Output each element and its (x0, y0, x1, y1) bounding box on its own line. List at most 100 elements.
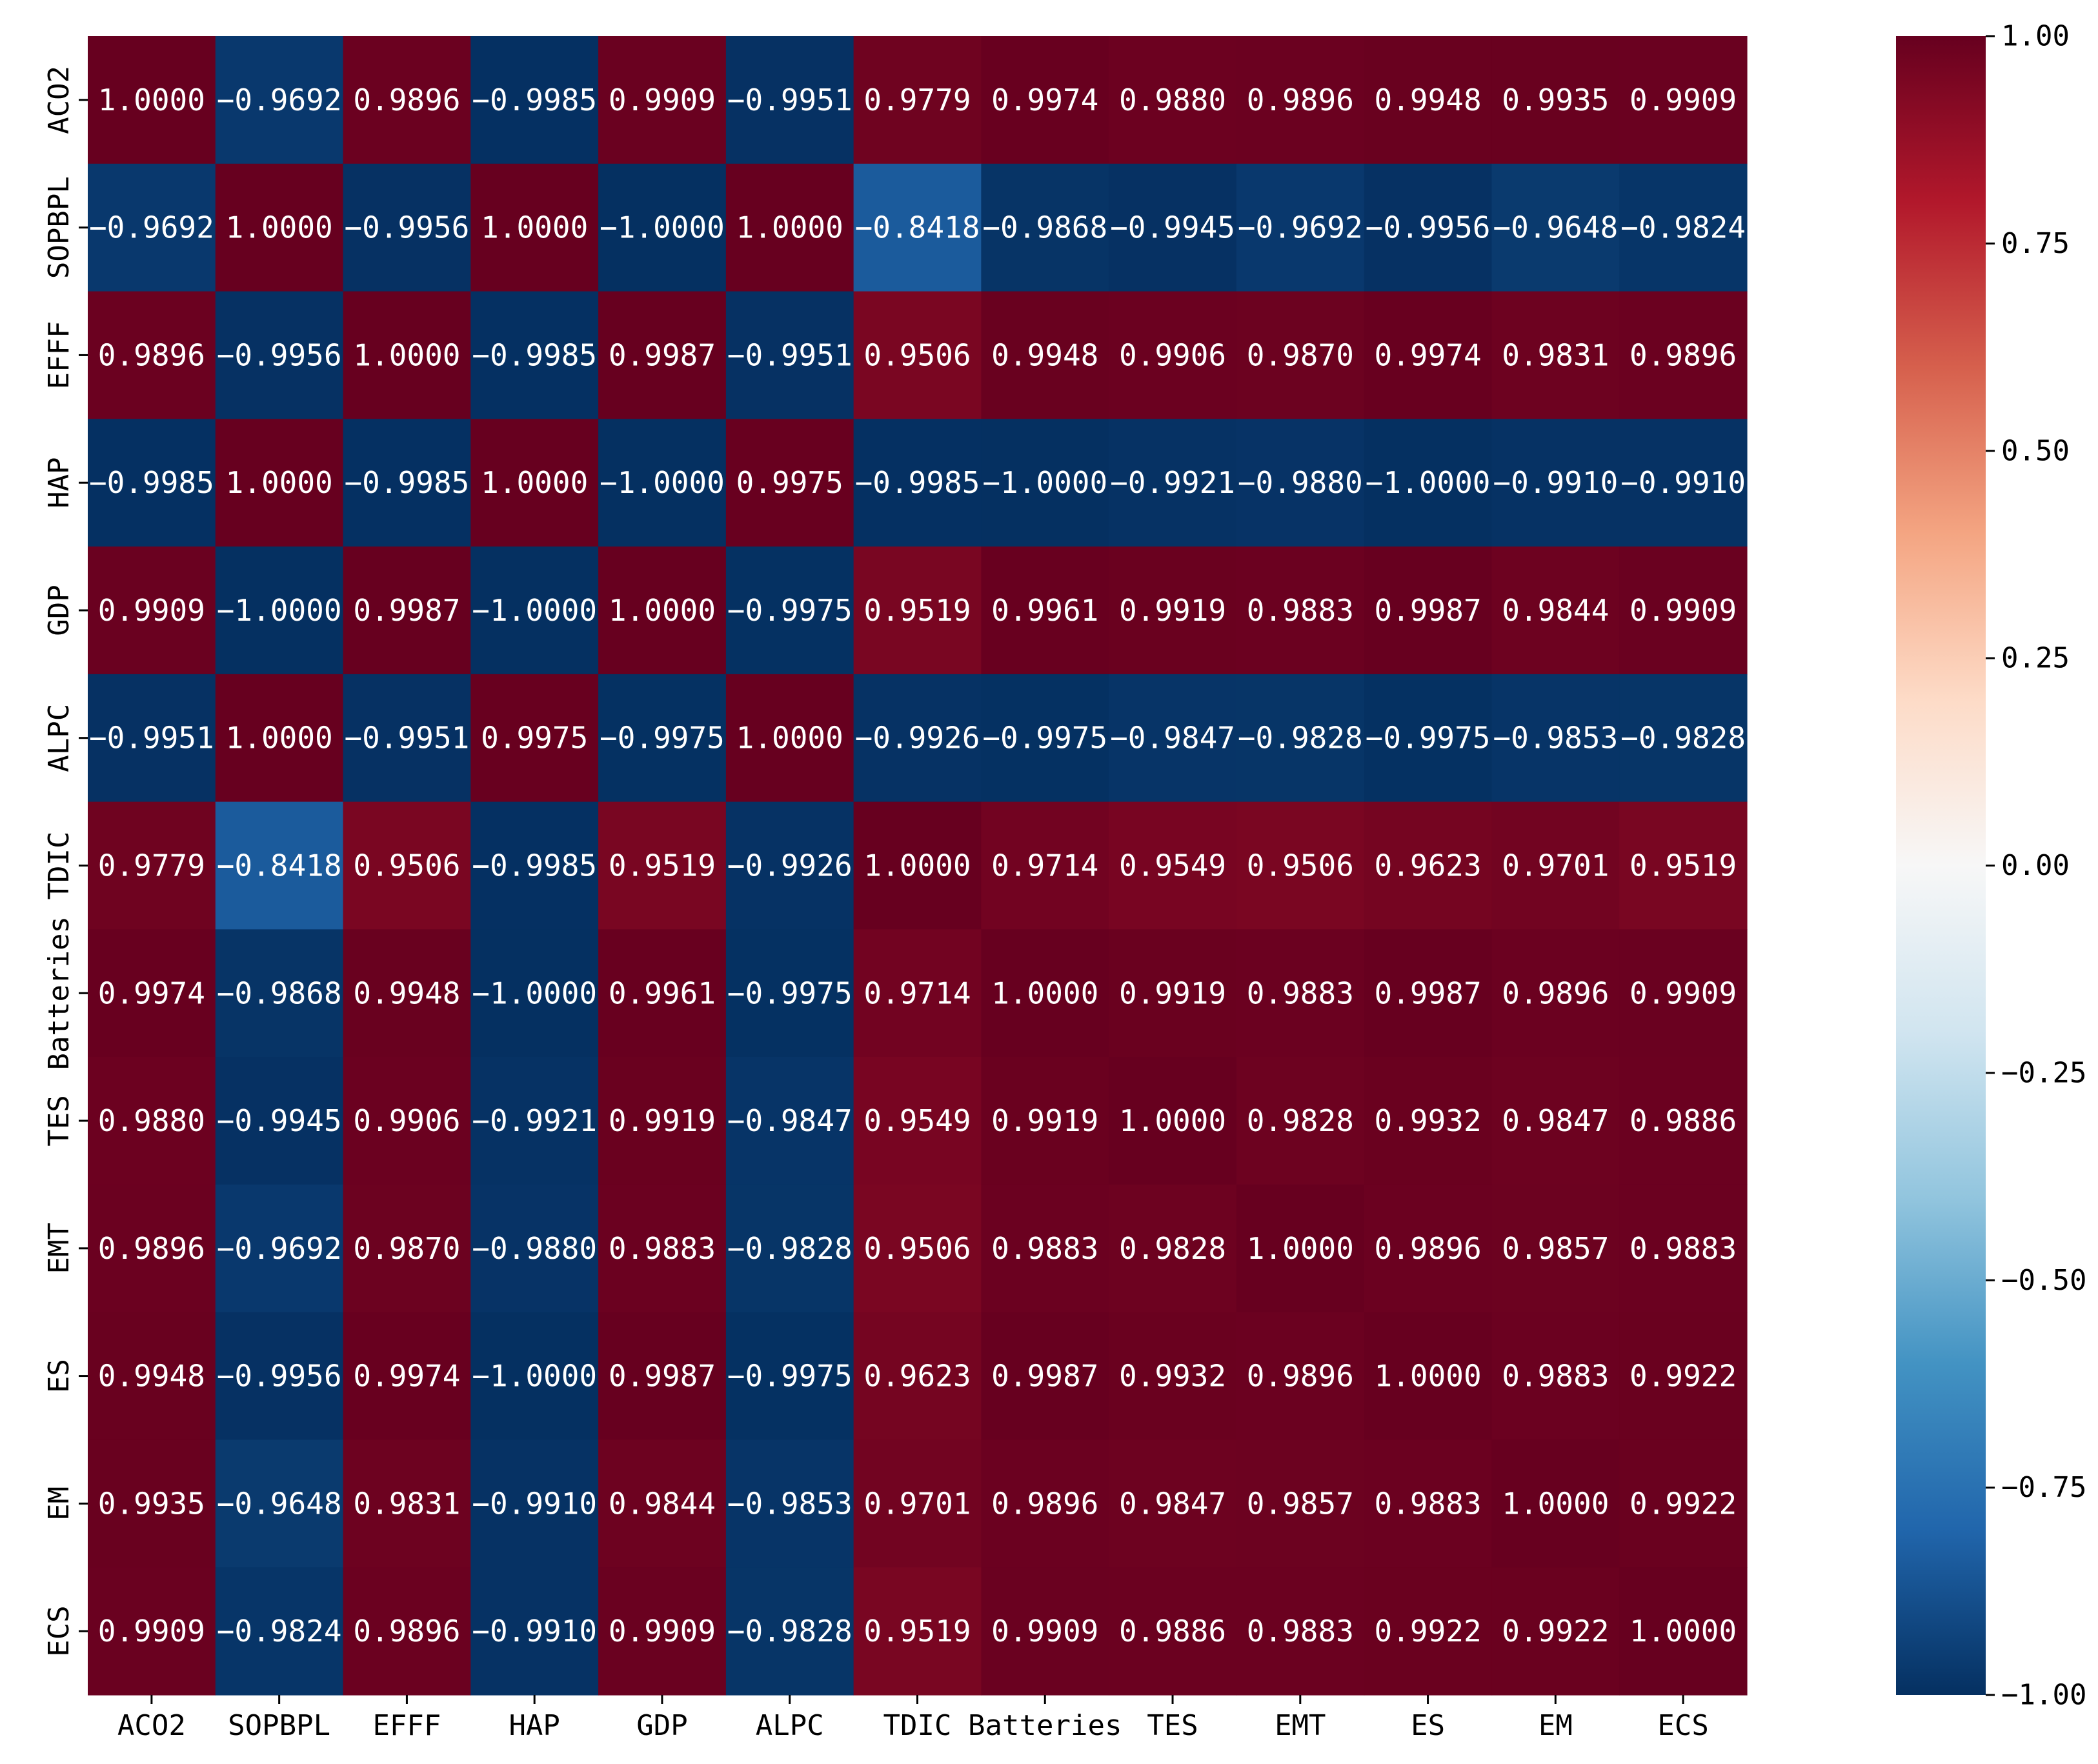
cell-value-label: 1.0000 (1629, 1614, 1737, 1649)
cell-value-label: 0.9948 (353, 976, 460, 1010)
heatmap-cell (1364, 1439, 1493, 1568)
heatmap-cell (215, 419, 344, 547)
cell-value-label: 0.9870 (353, 1231, 460, 1266)
heatmap-cell (470, 546, 599, 675)
x-tick-label: EM (1538, 1709, 1573, 1742)
cell-value-label: −0.9828 (727, 1614, 852, 1649)
cell-value-label: 0.9987 (609, 337, 716, 372)
cell-value-label: −0.9824 (1620, 210, 1746, 245)
heatmap-cell (343, 1057, 471, 1185)
cell-value-label: −0.9921 (1110, 465, 1235, 500)
cell-value-label: −0.9951 (89, 721, 214, 756)
heatmap-cell (1364, 546, 1493, 675)
heatmap-cell (981, 1057, 1109, 1185)
heatmap-cell (725, 419, 854, 547)
heatmap-cell (88, 1184, 216, 1313)
cell-value-label: −0.9951 (727, 337, 852, 372)
heatmap-cell (1619, 36, 1748, 165)
cell-value-label: 0.9896 (1374, 1231, 1481, 1266)
cell-value-label: −0.9692 (217, 1231, 342, 1266)
heatmap-cell (1619, 291, 1748, 419)
cell-value-label: 0.9701 (1502, 848, 1609, 883)
heatmap-cell (1491, 1312, 1620, 1441)
x-axis: ACO2 SOPBPL EFFF HAP GDP ALPC TDIC Batteries TES… (117, 1695, 1709, 1742)
heatmap-cell (1364, 801, 1493, 930)
heatmap-cell (981, 163, 1109, 292)
cell-value-label: 0.9987 (1374, 593, 1481, 628)
cell-value-label: −0.9985 (344, 465, 469, 500)
cell-value-label: 0.9883 (1629, 1231, 1737, 1266)
cell-value-label: −0.9956 (1366, 210, 1491, 245)
cell-value-label: −0.9945 (1110, 210, 1235, 245)
heatmap-cell (343, 546, 471, 675)
heatmap-cell (853, 1567, 982, 1696)
cell-value-label: 0.9948 (98, 1359, 205, 1394)
heatmap-cell (1364, 1567, 1493, 1696)
cell-value-label: 0.9922 (1629, 1359, 1737, 1394)
x-tick-label: ES (1411, 1709, 1445, 1742)
cell-value-label: 0.9779 (98, 848, 205, 883)
cell-value-label: 0.9974 (1374, 337, 1481, 372)
cell-value-label: 0.9948 (1374, 83, 1481, 117)
cell-value-label: 0.9701 (863, 1486, 971, 1521)
cell-value-label: −0.9910 (472, 1614, 597, 1649)
cell-value-label: 1.0000 (481, 210, 588, 245)
heatmap-cell (1236, 1184, 1365, 1313)
cell-value-label: 0.9909 (609, 83, 716, 117)
cell-value-label: −0.9648 (1493, 210, 1618, 245)
heatmap-cell (1109, 291, 1237, 419)
heatmap-cell (725, 1567, 854, 1696)
cell-value-label: 0.9844 (1502, 593, 1609, 628)
cell-value-label: 0.9519 (863, 593, 971, 628)
cell-value-label: −0.9956 (217, 1359, 342, 1394)
heatmap-cell (343, 291, 471, 419)
heatmap-cell (1236, 929, 1365, 1057)
cell-value-label: 1.0000 (226, 721, 333, 756)
cell-value-label: −1.0000 (472, 976, 597, 1010)
heatmap-cell (88, 1439, 216, 1568)
heatmap-cell (598, 1439, 727, 1568)
heatmap-cell (853, 1439, 982, 1568)
heatmap-cell (1109, 1439, 1237, 1568)
heatmap-cell (1109, 419, 1237, 547)
y-axis: ACO2 SOPBPL EFFF HAP GDP ALPC TDIC Batteries TES… (43, 66, 88, 1657)
cell-value-label: 0.9857 (1247, 1486, 1354, 1521)
heatmap-cell (725, 36, 854, 165)
cell-value-label: 0.9922 (1629, 1486, 1737, 1521)
cell-value-label: 0.9519 (863, 1614, 971, 1649)
heatmap-cell (215, 291, 344, 419)
heatmap-cell (1491, 674, 1620, 803)
y-tick-label: EM (43, 1487, 76, 1521)
heatmap-cell (343, 674, 471, 803)
colorbar-tick-label: −0.75 (2001, 1471, 2086, 1504)
cell-value-label: 1.0000 (991, 976, 1098, 1010)
heatmap-cell (725, 1057, 854, 1185)
heatmap-cell (1491, 1567, 1620, 1696)
heatmap-cell (343, 1312, 471, 1441)
x-tick-label: HAP (509, 1709, 560, 1742)
colorbar: 1.00 0.75 0.50 0.25 0.00 −0.25 −0.50 −0.75 −1.00 (1896, 20, 2086, 1712)
cell-value-label: −1.0000 (1366, 465, 1491, 500)
cell-value-label: −0.9880 (472, 1231, 597, 1266)
heatmap-cell (343, 1439, 471, 1568)
heatmap-cell (1364, 1184, 1493, 1313)
heatmap-cell (725, 1184, 854, 1313)
cell-value-label: 0.9883 (1374, 1486, 1481, 1521)
heatmap-cell (1109, 1312, 1237, 1441)
cell-value-label: −0.9828 (1238, 721, 1363, 756)
colorbar-tick-label: −1.00 (2001, 1679, 2086, 1712)
heatmap-cell (1491, 1057, 1620, 1185)
cell-value-label: 0.9831 (1502, 337, 1609, 372)
heatmap-cell (1619, 801, 1748, 930)
colorbar-tick-label: 0.75 (2001, 227, 2070, 260)
heatmap-cell (215, 1057, 344, 1185)
heatmap-cell (981, 674, 1109, 803)
cell-value-label: 0.9975 (736, 465, 843, 500)
heatmap-cell (1109, 929, 1237, 1057)
cell-value-label: −1.0000 (600, 210, 725, 245)
cell-value-label: 1.0000 (1119, 1103, 1226, 1138)
heatmap-cell (981, 1312, 1109, 1441)
cell-value-label: 0.9506 (353, 848, 460, 883)
colorbar-tick-label: 0.00 (2001, 849, 2070, 882)
heatmap-cell (215, 1184, 344, 1313)
